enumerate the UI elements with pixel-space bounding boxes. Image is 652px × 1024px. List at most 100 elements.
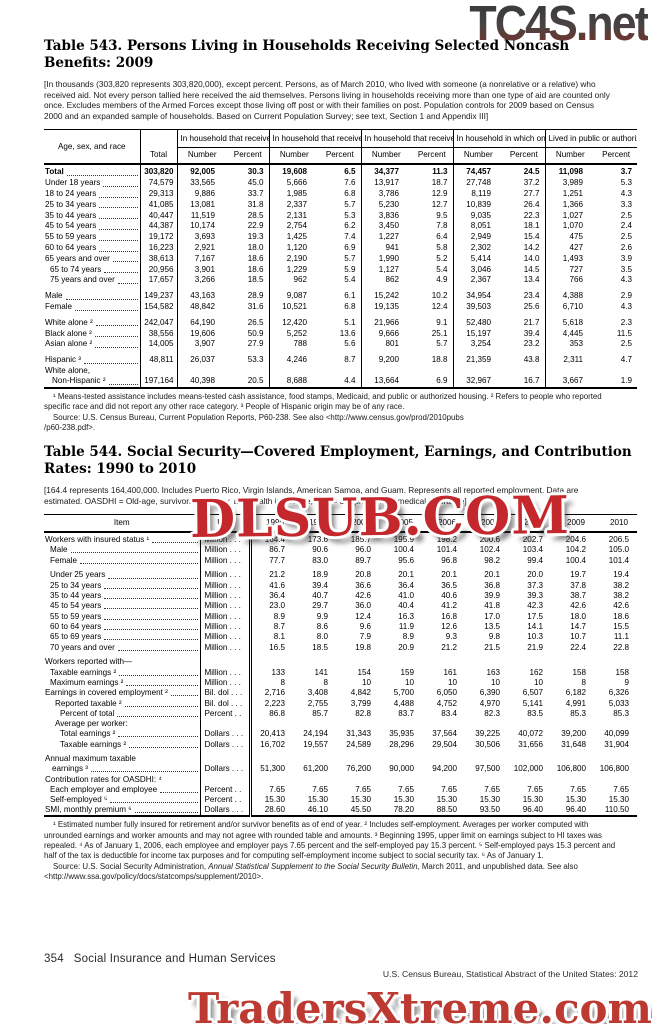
value-cell: 45.50 [350, 805, 371, 815]
value-cell [293, 774, 336, 784]
table-row: Percent of total Percent . . 86.8 85.7 82.8 8… [44, 708, 637, 719]
value-cell: 15.30 [479, 795, 500, 805]
percent-cell: 7.4 [319, 231, 362, 243]
page-number: 354 [44, 953, 64, 965]
value-cell: 96.40 [522, 805, 543, 815]
value-cell: 36.8 [484, 580, 500, 590]
leader-dots [117, 282, 138, 284]
percent-cell: 43.8 [503, 354, 546, 366]
label-line: Percent of total [45, 709, 199, 719]
number-cell: 4,445 [562, 328, 584, 338]
value-cell: 11.1 [613, 632, 629, 642]
row-label: Taxable earnings ² [44, 667, 201, 678]
percent-cell: 5.3 [319, 210, 362, 222]
row-label: Male [44, 545, 201, 556]
label-text: SMI, monthly premium ⁶ [45, 805, 132, 815]
table-543: Age, sex, and race Total In household th… [44, 128, 638, 389]
percent-cell: 18.8 [411, 354, 454, 366]
value-cell: 7.65 [570, 784, 586, 794]
unit-cell: Percent . . [200, 784, 252, 796]
table-543-header: Age, sex, and race Total In household th… [44, 129, 638, 165]
row-label: Black alone ² [44, 328, 141, 340]
value-cell: 83.7 [398, 708, 414, 718]
total-cell: 29,313 [140, 188, 178, 200]
spacer-cell [140, 312, 178, 318]
number-cell: 34,377 [374, 167, 400, 177]
value-cell [551, 719, 594, 729]
value-cell: 15.30 [264, 795, 285, 805]
value-cell: 101.4 [608, 555, 629, 565]
label-text: Taxable earnings ² [60, 739, 127, 749]
value-cell: 20.0 [527, 570, 543, 580]
percent-cell: 5.7 [411, 339, 454, 350]
value-cell: 4,488 [393, 698, 414, 708]
value-cell: 39.3 [527, 591, 543, 601]
label-line: 65 years and over [45, 254, 139, 265]
total-cell: 303,820 [140, 163, 178, 178]
number-cell: 2,367 [470, 275, 492, 285]
value-cell: 9.8 [488, 632, 500, 642]
value-cell: 2,223 [264, 698, 285, 708]
value-cell: 4,842 [350, 688, 371, 698]
label-line: 45 to 54 years [45, 221, 139, 232]
row-label: 35 to 44 years [44, 590, 201, 602]
value-cell: 7.9 [359, 632, 371, 642]
percent-cell: 12.7 [411, 199, 454, 211]
value-cell: 133 [271, 667, 285, 677]
number-cell: 3,450 [378, 221, 400, 231]
unit-cell: Percent . . [200, 795, 252, 806]
table-row: White alone ² 242,047 64,190 26.5 12,420 5.1 2… [44, 317, 637, 329]
number-cell: 10,839 [466, 199, 492, 209]
row-label: Under 18 years [44, 177, 141, 189]
percent-cell: 4.3 [620, 301, 633, 311]
number-cell: 941 [385, 242, 400, 252]
total-cell: 19,172 [140, 231, 178, 243]
col-group-cash-assistance: In household that received means-tested … [269, 129, 362, 149]
percent-cell: 30.3 [227, 163, 270, 178]
percent-cell: 18.0 [227, 242, 270, 254]
value-cell [465, 657, 508, 667]
value-cell: 96.0 [355, 545, 371, 555]
row-label: 75 years and over [44, 275, 141, 286]
percent-cell: 5.1 [319, 317, 362, 329]
col-header-year: 2005 [379, 514, 422, 534]
table-row: Under 18 years 74,579 33,565 45.0 5,666 7.6 13… [44, 177, 637, 189]
leader-dots [75, 309, 138, 311]
table-row: Male Million . . . 86.7 90.6 96.0 100.4 101.4 1… [44, 545, 637, 556]
value-cell: 31,656 [518, 739, 543, 749]
value-cell: 8 [581, 677, 586, 687]
number-cell: 5,666 [286, 178, 308, 188]
label-line: Male [45, 291, 139, 302]
number-cell: 353 [569, 339, 584, 349]
value-cell: 110.50 [604, 805, 629, 815]
value-cell [465, 774, 508, 784]
total-cell: 154,582 [140, 301, 178, 313]
percent-cell: 11.3 [411, 163, 454, 178]
number-cell: 10,174 [190, 221, 215, 231]
unit-cell: Percent . . [200, 708, 252, 719]
number-cell: 6,710 [562, 301, 584, 311]
number-cell: 9,200 [378, 355, 400, 365]
leader-dots [108, 577, 198, 579]
value-cell: 10 [404, 677, 414, 687]
number-cell: 3,254 [470, 339, 492, 349]
label-text: Workers with insured status ¹ [45, 535, 150, 545]
table-row: Male 149,237 43,163 28.9 9,087 6.1 15,242 10.2 3… [44, 290, 637, 302]
percent-cell: 27.9 [227, 339, 270, 350]
table-row: Contribution rates for OASDHI: ⁴ [44, 774, 637, 785]
leader-dots [99, 250, 138, 252]
percent-cell: 4.9 [411, 275, 454, 286]
percent-cell: 2.4 [620, 221, 633, 231]
label-line: Annual maximum taxable [45, 754, 199, 764]
percent-cell: 2.3 [620, 317, 633, 327]
value-cell: 158 [572, 667, 586, 677]
col-header-number: Number [269, 147, 320, 165]
leader-dots [103, 185, 138, 187]
total-cell: 149,237 [140, 290, 178, 302]
spacer-cell [227, 349, 270, 355]
value-cell: 206.5 [608, 535, 629, 545]
percent-cell: 4.3 [620, 275, 633, 285]
spacer-cell [44, 285, 141, 291]
value-cell: 39.4 [312, 580, 328, 590]
